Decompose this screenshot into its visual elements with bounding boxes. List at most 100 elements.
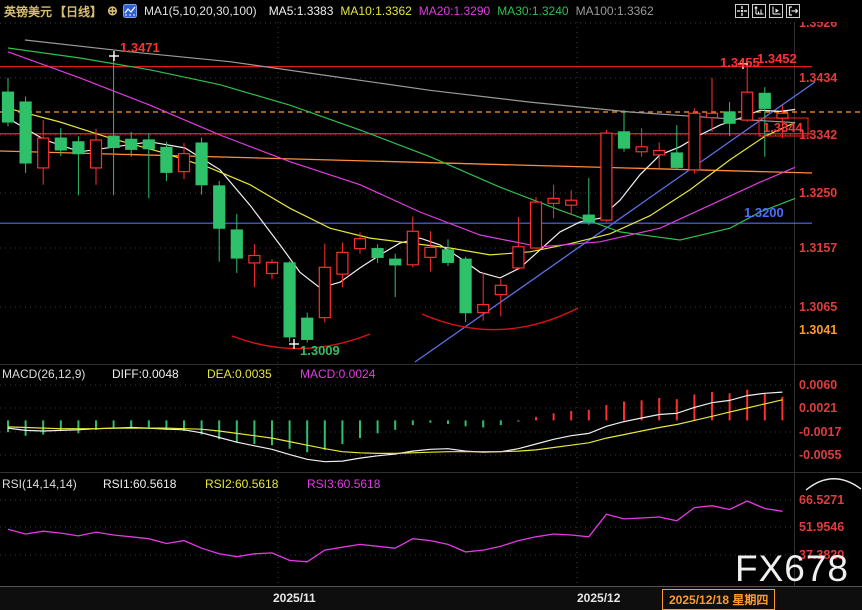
candle-up [477,303,490,314]
candle-up [529,201,543,249]
chart-text-label: 1.3434 [799,71,837,85]
ma-value-label: MA10:1.3362 [340,4,412,18]
candle-down [441,249,455,263]
chart-canvas: 1.34711.30091.34551.34521.33441.32001.35… [0,16,862,586]
chart-text-label: -0.0055 [799,448,841,462]
candle-down [195,142,208,186]
pan-crosshair-icon[interactable] [735,4,749,18]
candle-down [758,92,771,109]
candle-up [89,139,103,169]
candle-down [617,131,631,149]
chart-text-label: RSI3:60.5618 [307,477,381,491]
ma-value-label: MA5:1.3383 [268,4,334,18]
chart-text-label: DEA:0.0035 [207,367,272,381]
chart-text-label: 1.3250 [799,186,837,200]
annotation-arc [231,333,371,350]
chart-text-label: MACD:0.0024 [300,367,376,381]
chart-text-label: 0.0021 [799,401,837,415]
chart-text-label: DIFF:0.0048 [112,367,179,381]
chart-text-label: 51.9546 [799,520,844,534]
candle-up [318,266,331,319]
candle-down [142,139,155,150]
rsi-line-rsi3 [7,500,783,563]
ma-settings-label: MA1(5,10,20,30,100) [143,4,257,18]
chart-text-label: RSI2:60.5618 [205,477,279,491]
chart-text-label: RSI1:60.5618 [103,477,177,491]
candle-down [723,111,736,124]
ma-line-ma5 [7,108,796,289]
chart-text-label: 66.5271 [799,493,844,507]
candle-down [213,185,226,229]
candle-up [512,246,525,269]
candle-up [494,284,507,296]
candle-down [160,146,173,173]
month-label: 2025/11 [273,591,316,605]
candle-up [37,137,50,169]
candle-down [125,138,138,150]
chart-text-label: 1.3452 [757,51,797,66]
chart-text-label: 1.3342 [799,128,837,142]
candle-down [670,152,683,168]
period-label: 【日线】 [54,4,103,19]
chart-text-label: 0.0060 [799,378,837,392]
candle-up [547,197,560,204]
time-axis: 2025/12/18 星期四 2025/11 2025/12 [0,586,862,610]
candle-down [72,141,85,155]
price-label-box [758,117,809,137]
chart-text-label: -0.0017 [799,425,841,439]
chart-text-label: 1.3455 [720,55,760,70]
candle-down [459,258,472,314]
chart-text-label: 1.3041 [799,323,837,337]
candle-up [565,199,578,206]
candle-up [353,238,367,250]
ma-line-ma20 [7,51,796,248]
chart-text-label: 37.3820 [799,548,844,562]
candle-down [389,258,402,266]
chart-text-label: 1.3065 [799,300,837,314]
candle-up [424,246,437,258]
candle-up [705,112,719,119]
candle-down [54,137,67,151]
axis-play-icon[interactable] [769,4,783,18]
ma-value-label: MA100:1.3362 [575,4,654,18]
ma-values: MA5:1.3383 MA10:1.3362 MA20:1.3290 MA30:1.3… [262,4,654,18]
candle-down [582,214,595,223]
chart-text-label: 1.3200 [744,205,784,220]
candle-up [248,254,261,264]
candle-up [406,230,419,266]
ma-value-label: MA20:1.3290 [418,4,491,18]
macd-line-dea [7,399,783,454]
chart-text-label: MACD(26,12,9) [2,367,85,381]
chart-text-label: 1.3157 [799,241,837,255]
candle-down [1,91,15,123]
candle-up [653,149,666,156]
add-indicator-icon[interactable]: ⊕ [107,3,118,18]
candle-up [336,251,349,275]
ma-line-ma30 [7,47,796,241]
candle-up [688,112,701,171]
chart-plot-area[interactable] [0,22,794,586]
chart-toolbar [735,4,800,18]
candle-up [635,146,648,153]
axis-scale-icon[interactable] [752,4,766,18]
chart-text-label: RSI(14,14,14) [2,477,77,491]
candle-up [600,132,613,221]
candle-down [230,229,243,259]
candle-down [107,135,120,149]
chart-text-label: 1.3344 [763,120,804,135]
candle-up [741,91,754,121]
candle-down [283,262,296,338]
ma-value-label: MA30:1.3240 [497,4,569,18]
candle-down [371,248,384,258]
candlestick-chart-icon[interactable] [122,4,137,18]
month-label: 2025/12 [577,591,621,605]
candle-down [19,101,32,164]
exit-chart-icon[interactable] [786,4,800,18]
trend-line [414,81,816,363]
annotation-arc [805,478,862,491]
symbol-name: 英镑美元 [4,4,53,19]
chart-text-label: 1.3471 [120,40,160,55]
candle-down [301,317,314,340]
chart-header: 英镑美元 【日线】 ⊕ MA1(5,10,20,30,100) MA5:1.338… [0,0,862,22]
